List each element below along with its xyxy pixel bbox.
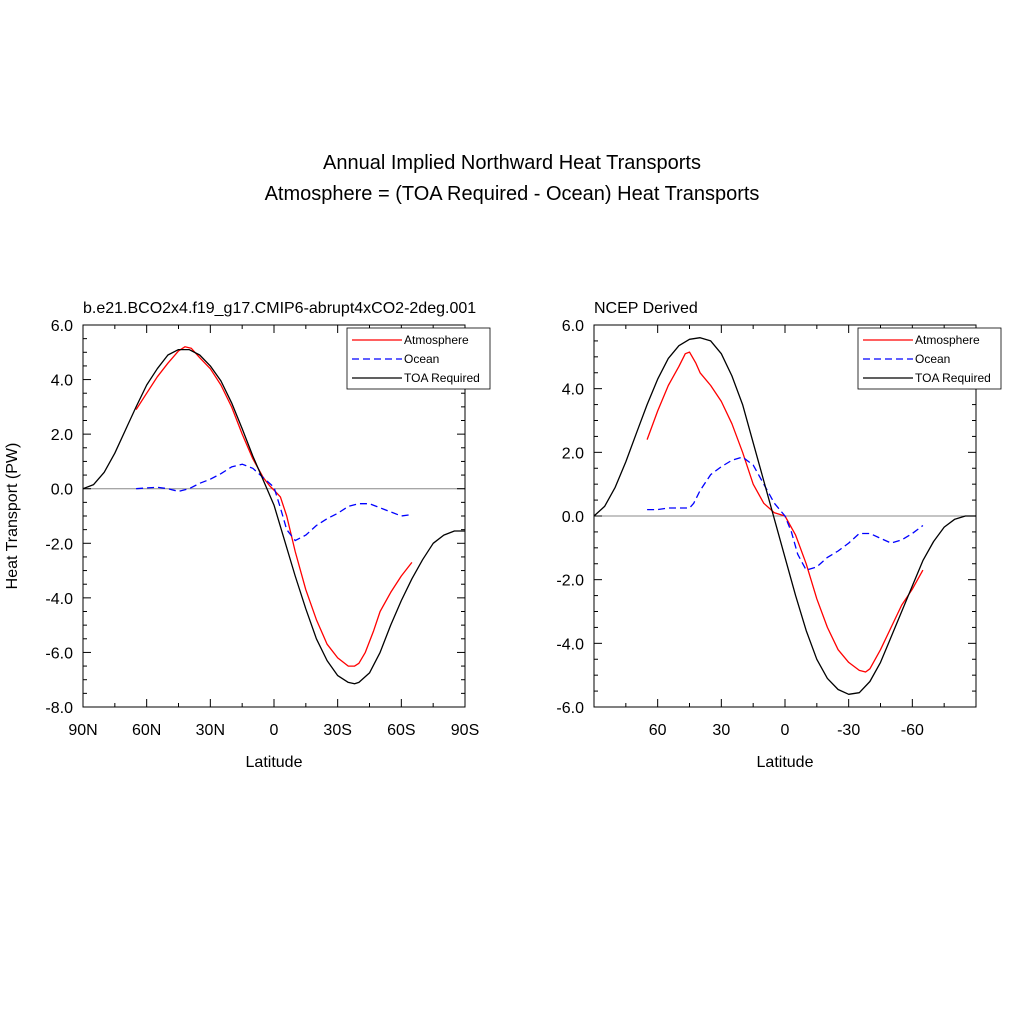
legend-label-toa-required: TOA Required xyxy=(404,371,480,385)
x-tick-label: 30 xyxy=(712,722,730,739)
legend-label-ocean: Ocean xyxy=(915,352,950,366)
y-tick-label: -2.0 xyxy=(45,536,73,553)
x-axis-label: Latitude xyxy=(246,754,303,771)
series-line-atmosphere xyxy=(646,351,924,673)
panel-title: b.e21.BCO2x4.f19_g17.CMIP6-abrupt4xCO2-2… xyxy=(83,300,476,317)
x-tick-label: 0 xyxy=(270,722,279,739)
y-tick-label: 6.0 xyxy=(51,318,73,335)
x-tick-label: 30N xyxy=(196,722,225,739)
x-tick-label: 60 xyxy=(649,722,667,739)
series-line-toa-required xyxy=(593,337,976,695)
series-line-ocean xyxy=(647,456,924,571)
x-tick-label: 90N xyxy=(68,722,97,739)
y-tick-label: 6.0 xyxy=(562,318,584,335)
y-tick-label: -6.0 xyxy=(556,700,584,717)
legend-box xyxy=(857,327,1002,390)
series-line-ocean xyxy=(136,463,412,542)
y-tick-label: 4.0 xyxy=(562,382,584,399)
legend-label-atmosphere: Atmosphere xyxy=(915,333,980,347)
x-tick-label: 60S xyxy=(387,722,415,739)
series-line-toa-required xyxy=(82,348,465,685)
y-tick-label: 2.0 xyxy=(562,445,584,462)
legend-label-toa-required: TOA Required xyxy=(915,371,991,385)
y-tick-label: -4.0 xyxy=(45,591,73,608)
series-line-atmosphere xyxy=(135,346,413,667)
figure-title-line1: Annual Implied Northward Heat Transports xyxy=(323,152,701,174)
x-tick-label: -30 xyxy=(837,722,860,739)
legend-label-atmosphere: Atmosphere xyxy=(404,333,469,347)
legend-label-ocean: Ocean xyxy=(404,352,439,366)
y-tick-label: -6.0 xyxy=(45,645,73,662)
y-tick-label: -2.0 xyxy=(556,573,584,590)
x-axis-label: Latitude xyxy=(757,754,814,771)
y-tick-label: 2.0 xyxy=(51,427,73,444)
legend-box xyxy=(346,327,491,390)
panel-left-chart: 90N 60N 30N 0 30S 60S 90S 6.0 4.0 2.0 0.0 -2.0 -4.0 -… xyxy=(4,300,491,771)
x-tick-label: 60N xyxy=(132,722,161,739)
y-tick-label: -4.0 xyxy=(556,636,584,653)
y-tick-label: 0.0 xyxy=(562,509,584,526)
x-tick-label: 30S xyxy=(323,722,351,739)
x-tick-label: 0 xyxy=(781,722,790,739)
y-tick-label: 4.0 xyxy=(51,373,73,390)
figure-title-line2: Atmosphere = (TOA Required - Ocean) Heat… xyxy=(265,183,760,205)
panel-right-chart: 60 30 0 -30 -60 6.0 4.0 2.0 0.0 -2.0 -4.0 -6.0 NCEP … xyxy=(556,300,1002,771)
y-tick-label: 0.0 xyxy=(51,482,73,499)
y-axis-label: Heat Transport (PW) xyxy=(4,443,21,590)
panel-title: NCEP Derived xyxy=(594,300,698,317)
x-tick-label: 90S xyxy=(451,722,479,739)
x-tick-label: -60 xyxy=(901,722,924,739)
y-tick-label: -8.0 xyxy=(45,700,73,717)
